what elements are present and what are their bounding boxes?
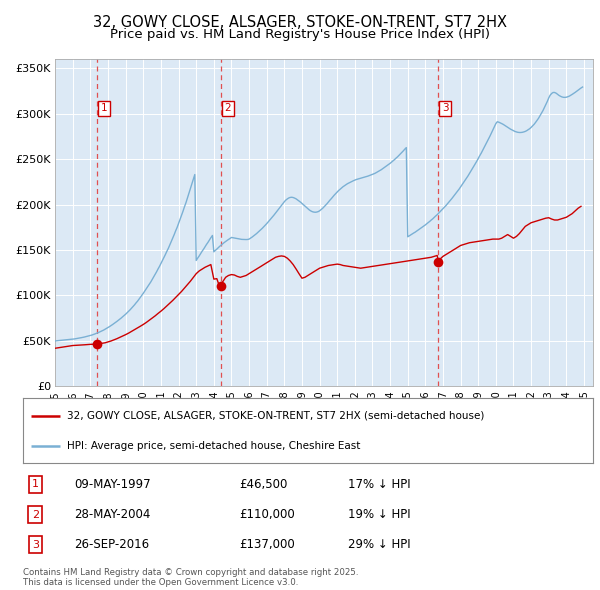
Text: 1: 1 (100, 103, 107, 113)
Text: 17% ↓ HPI: 17% ↓ HPI (348, 478, 410, 491)
Text: 19% ↓ HPI: 19% ↓ HPI (348, 508, 410, 521)
Text: £137,000: £137,000 (239, 538, 295, 551)
Text: 2: 2 (32, 510, 39, 520)
Text: 2: 2 (224, 103, 231, 113)
Text: 1: 1 (32, 480, 39, 489)
Text: 26-SEP-2016: 26-SEP-2016 (74, 538, 149, 551)
Text: Contains HM Land Registry data © Crown copyright and database right 2025.: Contains HM Land Registry data © Crown c… (23, 568, 358, 577)
Text: 3: 3 (32, 540, 39, 550)
Text: 32, GOWY CLOSE, ALSAGER, STOKE-ON-TRENT, ST7 2HX (semi-detached house): 32, GOWY CLOSE, ALSAGER, STOKE-ON-TRENT,… (67, 411, 485, 421)
Text: £110,000: £110,000 (239, 508, 295, 521)
Text: 29% ↓ HPI: 29% ↓ HPI (348, 538, 410, 551)
Text: 28-MAY-2004: 28-MAY-2004 (74, 508, 151, 521)
Text: 09-MAY-1997: 09-MAY-1997 (74, 478, 151, 491)
Text: 32, GOWY CLOSE, ALSAGER, STOKE-ON-TRENT, ST7 2HX: 32, GOWY CLOSE, ALSAGER, STOKE-ON-TRENT,… (93, 15, 507, 30)
Text: Price paid vs. HM Land Registry's House Price Index (HPI): Price paid vs. HM Land Registry's House … (110, 28, 490, 41)
Text: HPI: Average price, semi-detached house, Cheshire East: HPI: Average price, semi-detached house,… (67, 441, 361, 451)
Text: £46,500: £46,500 (239, 478, 288, 491)
Text: This data is licensed under the Open Government Licence v3.0.: This data is licensed under the Open Gov… (23, 578, 298, 587)
Text: 3: 3 (442, 103, 449, 113)
